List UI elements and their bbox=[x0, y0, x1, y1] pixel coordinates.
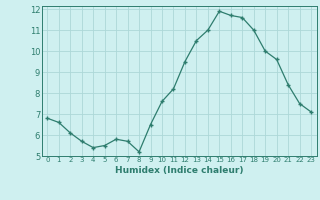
X-axis label: Humidex (Indice chaleur): Humidex (Indice chaleur) bbox=[115, 166, 244, 175]
